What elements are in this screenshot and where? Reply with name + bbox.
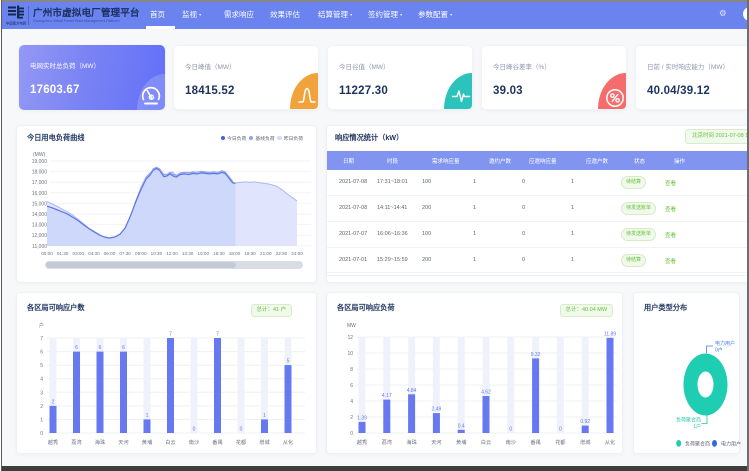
svg-text:荔湾: 荔湾 — [382, 438, 392, 446]
svg-text:0户: 0户 — [715, 347, 723, 354]
svg-text:4.17: 4.17 — [382, 393, 392, 399]
svg-text:00:00: 00:00 — [41, 251, 53, 256]
svg-text:白云: 白云 — [165, 438, 175, 446]
svg-text:花都: 花都 — [555, 438, 565, 446]
svg-text:从化: 从化 — [605, 438, 615, 446]
svg-text:南沙: 南沙 — [189, 438, 199, 446]
svg-text:06:00: 06:00 — [104, 251, 116, 256]
svg-text:0.4: 0.4 — [458, 423, 465, 429]
svg-text:海珠: 海珠 — [95, 438, 106, 446]
svg-text:户: 户 — [39, 322, 44, 329]
svg-text:1户: 1户 — [693, 423, 701, 430]
svg-text:天河: 天河 — [431, 438, 441, 446]
svg-text:增城: 增城 — [259, 438, 270, 446]
svg-text:0: 0 — [559, 427, 562, 433]
svg-text:18:00: 18:00 — [229, 251, 241, 256]
svg-text:15:00: 15:00 — [198, 251, 210, 256]
svg-text:黄埔: 黄埔 — [142, 438, 152, 446]
svg-text:7: 7 — [169, 332, 172, 338]
svg-text:2.49: 2.49 — [432, 407, 442, 413]
svg-text:(MW): (MW) — [33, 152, 46, 158]
svg-text:11.89: 11.89 — [604, 331, 616, 337]
svg-text:09:00: 09:00 — [135, 251, 147, 256]
svg-text:7: 7 — [40, 336, 43, 342]
svg-text:19,000: 19,000 — [32, 159, 48, 165]
svg-text:19:30: 19:30 — [244, 251, 256, 256]
svg-text:从化: 从化 — [283, 438, 293, 446]
svg-text:0: 0 — [509, 427, 512, 433]
svg-text:负荷聚合商: 负荷聚合商 — [676, 417, 701, 424]
svg-text:6: 6 — [122, 345, 125, 351]
svg-text:16,000: 16,000 — [32, 191, 48, 197]
svg-text:6: 6 — [40, 350, 43, 356]
svg-text:番禺: 番禺 — [212, 439, 222, 446]
svg-text:4.84: 4.84 — [407, 388, 417, 394]
svg-text:天河: 天河 — [118, 438, 128, 446]
svg-text:2: 2 — [52, 399, 55, 405]
svg-text:18,000: 18,000 — [32, 170, 48, 176]
svg-text:6: 6 — [350, 383, 353, 389]
svg-text:07:30: 07:30 — [119, 251, 131, 256]
svg-text:03:00: 03:00 — [73, 251, 85, 256]
svg-text:9.32: 9.32 — [531, 352, 541, 358]
svg-text:01:30: 01:30 — [57, 251, 69, 256]
svg-text:0: 0 — [350, 431, 353, 437]
svg-text:6: 6 — [99, 345, 102, 351]
svg-text:12:00: 12:00 — [166, 251, 178, 256]
svg-text:12: 12 — [347, 335, 353, 341]
svg-text:7: 7 — [216, 332, 219, 338]
svg-text:中国南方电网: 中国南方电网 — [6, 21, 27, 26]
svg-text:22:30: 22:30 — [276, 251, 288, 256]
svg-text:2: 2 — [40, 404, 43, 410]
svg-text:番禺: 番禺 — [530, 439, 540, 446]
svg-text:海珠: 海珠 — [406, 438, 417, 446]
svg-text:5: 5 — [287, 359, 290, 365]
svg-text:6: 6 — [75, 345, 78, 351]
svg-text:4: 4 — [40, 377, 43, 383]
svg-text:14,000: 14,000 — [32, 212, 48, 218]
svg-text:4: 4 — [350, 399, 353, 405]
svg-text:负荷聚合商: 负荷聚合商 — [685, 440, 710, 447]
svg-text:10:30: 10:30 — [151, 251, 163, 256]
svg-text:荔湾: 荔湾 — [71, 438, 81, 446]
svg-text:12,000: 12,000 — [32, 233, 48, 239]
svg-text:MW: MW — [347, 323, 356, 329]
svg-text:13:30: 13:30 — [182, 251, 194, 256]
svg-text:1.39: 1.39 — [357, 415, 367, 421]
svg-text:电力用户: 电力用户 — [721, 440, 741, 447]
svg-text:1: 1 — [146, 413, 149, 419]
svg-text:0.92: 0.92 — [580, 419, 590, 425]
svg-text:10: 10 — [347, 351, 353, 357]
svg-text:1: 1 — [263, 413, 266, 419]
svg-text:11,000: 11,000 — [32, 244, 47, 250]
svg-text:3: 3 — [40, 390, 43, 396]
svg-text:24:00: 24:00 — [291, 251, 303, 256]
svg-text:17,000: 17,000 — [32, 180, 48, 186]
svg-text:白云: 白云 — [481, 438, 491, 446]
svg-text:越秀: 越秀 — [48, 438, 58, 446]
svg-text:4.62: 4.62 — [481, 390, 491, 396]
svg-text:南沙: 南沙 — [506, 438, 516, 446]
svg-text:0: 0 — [40, 431, 43, 437]
svg-text:增城: 增城 — [580, 438, 591, 446]
svg-text:2: 2 — [350, 415, 353, 421]
svg-text:8: 8 — [350, 367, 353, 373]
svg-text:15,000: 15,000 — [32, 201, 48, 207]
svg-text:0: 0 — [193, 427, 196, 433]
svg-text:21:00: 21:00 — [260, 251, 272, 256]
svg-text:越秀: 越秀 — [357, 438, 367, 446]
svg-text:13,000: 13,000 — [32, 223, 48, 229]
svg-text:电力用户: 电力用户 — [715, 340, 735, 347]
svg-text:黄埔: 黄埔 — [456, 438, 466, 446]
svg-text:04:30: 04:30 — [88, 251, 100, 256]
svg-text:1: 1 — [40, 417, 43, 423]
svg-text:0: 0 — [240, 427, 243, 433]
svg-text:花都: 花都 — [236, 438, 246, 446]
svg-text:5: 5 — [40, 363, 43, 369]
svg-text:16:30: 16:30 — [213, 251, 225, 256]
